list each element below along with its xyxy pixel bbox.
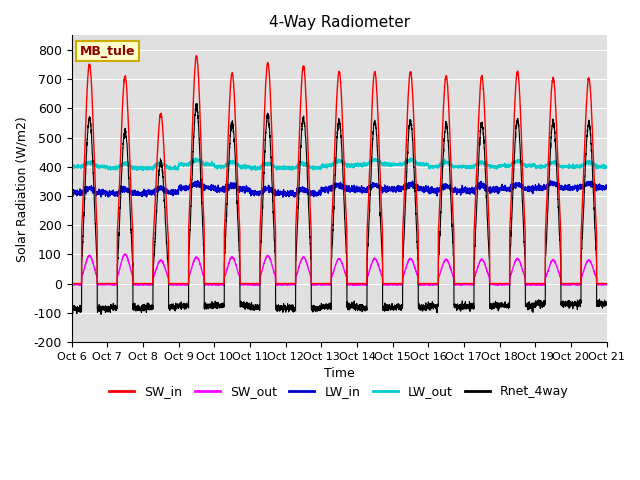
LW_in [68,192,76,197]
Text: MB_tule: MB_tule [79,45,135,58]
SW_out [459,282,467,288]
Rnet_4way [97,312,105,317]
SW_in [68,281,76,287]
SW_in [602,281,610,287]
Y-axis label: Solar Radiation (W/m2): Solar Radiation (W/m2) [15,116,28,262]
SW_out [68,281,76,287]
Legend: SW_in, SW_out, LW_in, LW_out, Rnet_4way: SW_in, SW_out, LW_in, LW_out, Rnet_4way [104,380,574,403]
Rnet_4way [164,260,172,266]
LW_out [319,162,327,168]
SW_out [121,251,129,257]
Line: SW_in: SW_in [72,56,607,284]
SW_out [602,281,610,287]
LW_out [407,155,415,161]
Rnet_4way [193,101,201,107]
LW_in [164,188,172,194]
LW_in [603,185,611,191]
SW_in [164,227,172,233]
SW_out [164,273,172,279]
SW_in [193,53,200,59]
LW_out [490,165,497,171]
SW_in [429,281,437,287]
Line: Rnet_4way: Rnet_4way [72,104,607,314]
LW_out [68,163,76,169]
Rnet_4way [490,302,497,308]
LW_out [459,164,467,169]
Line: LW_out: LW_out [72,158,607,171]
Rnet_4way [602,299,610,304]
SW_out [429,281,437,287]
LW_in [602,182,610,188]
SW_out [319,282,327,288]
LW_in [547,178,554,183]
Rnet_4way [603,301,611,307]
Rnet_4way [68,308,76,314]
SW_in [490,281,497,287]
SW_out [603,282,611,288]
LW_out [429,164,437,169]
X-axis label: Time: Time [324,367,355,380]
SW_in [459,281,467,287]
Rnet_4way [319,303,327,309]
LW_out [164,166,172,171]
LW_in [319,186,327,192]
Title: 4-Way Radiometer: 4-Way Radiometer [269,15,410,30]
SW_out [490,282,497,288]
LW_in [490,184,497,190]
LW_out [602,163,610,169]
Rnet_4way [459,304,467,310]
SW_in [603,281,611,287]
LW_in [279,194,287,200]
Rnet_4way [429,306,437,312]
SW_in [319,281,327,287]
LW_out [139,168,147,174]
LW_in [429,190,437,196]
SW_out [311,283,319,288]
LW_out [603,164,611,169]
Line: LW_in: LW_in [72,180,607,197]
LW_in [459,188,467,193]
Line: SW_out: SW_out [72,254,607,286]
